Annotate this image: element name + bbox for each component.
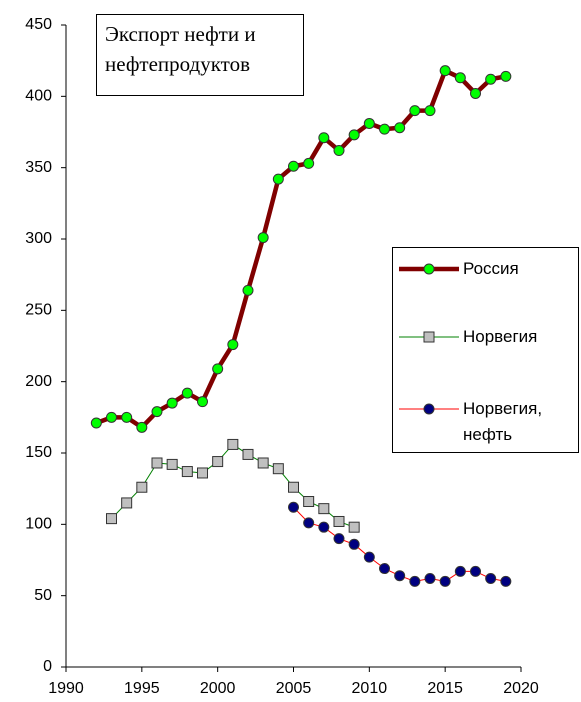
marker: [227, 438, 239, 450]
marker: [288, 481, 299, 493]
marker: [394, 570, 406, 582]
marker: [439, 575, 451, 587]
y-tick-label: 150: [25, 444, 52, 461]
marker: [500, 70, 512, 82]
marker: [485, 573, 497, 585]
marker: [136, 481, 148, 493]
y-tick-label: 250: [25, 302, 52, 319]
marker: [212, 456, 224, 468]
marker: [303, 157, 315, 169]
marker: [470, 565, 481, 577]
marker: [227, 339, 239, 351]
marker: [181, 466, 193, 478]
marker: [409, 575, 421, 587]
x-tick-label: 2005: [276, 680, 312, 697]
marker: [318, 503, 330, 515]
marker: [181, 387, 193, 399]
legend-label: Норвегия, нефть: [463, 399, 543, 444]
marker: [288, 160, 299, 172]
y-tick-label: 50: [34, 587, 52, 604]
marker: [485, 73, 497, 85]
marker: [197, 396, 208, 408]
y-tick-label: 200: [25, 373, 52, 390]
legend-symbols: [399, 263, 459, 415]
marker: [166, 397, 178, 409]
legend-label: Россия: [463, 259, 519, 278]
marker: [136, 421, 148, 433]
y-tick-label: 450: [25, 16, 52, 33]
chart-title: Экспорт нефти и нефтепродуктов: [96, 14, 304, 96]
marker: [106, 513, 117, 525]
marker: [242, 284, 254, 296]
marker: [348, 129, 360, 141]
marker: [272, 463, 284, 475]
marker: [242, 448, 254, 460]
marker: [333, 533, 345, 545]
marker: [272, 173, 284, 185]
marker: [379, 123, 390, 135]
marker: [288, 501, 299, 513]
marker: [454, 565, 466, 577]
marker: [106, 411, 117, 423]
legend: Россия Норвегия Норвегия, нефть: [392, 247, 579, 453]
x-tick-label: 2015: [427, 680, 463, 697]
marker: [333, 145, 345, 157]
y-tick-label: 350: [25, 159, 52, 176]
marker: [212, 363, 224, 375]
x-tick-label: 1990: [48, 680, 84, 697]
marker: [151, 457, 163, 469]
marker: [424, 573, 436, 585]
marker: [470, 87, 481, 99]
marker: [500, 575, 512, 587]
y-tick-label: 0: [43, 658, 52, 675]
marker: [121, 497, 133, 509]
marker: [424, 105, 436, 117]
marker: [363, 551, 375, 563]
marker: [151, 406, 163, 418]
marker: [257, 232, 269, 244]
marker: [197, 467, 208, 479]
marker: [121, 411, 133, 423]
x-tick-label: 2000: [200, 680, 236, 697]
marker: [166, 458, 178, 470]
y-tick-label: 300: [25, 230, 52, 247]
marker: [318, 521, 330, 533]
marker: [303, 496, 315, 508]
marker: [363, 117, 375, 129]
x-tick-label: 1995: [124, 680, 160, 697]
series-line: [111, 443, 355, 528]
marker: [348, 521, 360, 533]
marker: [394, 122, 406, 134]
marker: [423, 263, 435, 275]
marker: [333, 515, 345, 527]
marker: [379, 563, 390, 575]
marker: [348, 538, 360, 550]
marker: [439, 65, 451, 77]
y-tick-label: 400: [25, 88, 52, 105]
marker: [454, 72, 466, 84]
marker: [257, 457, 269, 469]
marker: [303, 517, 315, 529]
marker: [423, 331, 435, 343]
marker: [318, 132, 330, 144]
x-tick-label: 2020: [503, 680, 539, 697]
marker: [90, 417, 102, 429]
marker: [423, 403, 435, 415]
y-tick-label: 100: [25, 516, 52, 533]
series-line: [95, 68, 507, 430]
marker: [409, 105, 421, 117]
x-tick-label: 2010: [352, 680, 388, 697]
legend-label: Норвегия: [463, 327, 538, 346]
